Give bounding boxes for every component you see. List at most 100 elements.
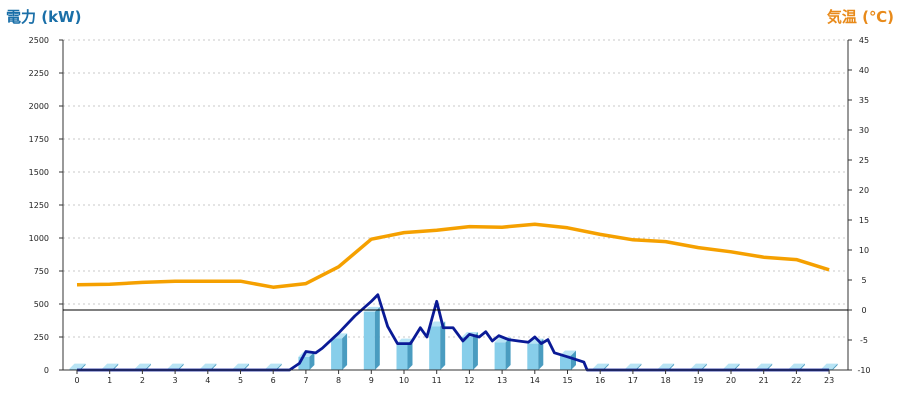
left-tick-label: 1250 (29, 201, 49, 210)
right-tick-label: 10 (859, 246, 869, 255)
x-tick-label: 4 (205, 376, 210, 385)
x-tick-label: 3 (173, 376, 178, 385)
bar-top-h2 (134, 363, 151, 369)
x-tick-label: 7 (303, 376, 308, 385)
bar-top-h16 (592, 363, 609, 369)
x-tick-label: 14 (530, 376, 540, 385)
x-tick-label: 9 (369, 376, 374, 385)
x-tick-label: 17 (628, 376, 638, 385)
bar-side-h3 (178, 363, 184, 370)
bar-side-h14 (538, 338, 544, 370)
bar-series (69, 306, 838, 370)
bar-top-h19 (690, 363, 707, 369)
left-tick-label: 1500 (29, 168, 49, 177)
bar-side-h17 (636, 363, 642, 370)
bar-front-h11 (429, 326, 441, 370)
bar-front-h10 (396, 343, 408, 370)
bar-front-h14 (527, 343, 539, 370)
x-tick-label: 2 (140, 376, 145, 385)
x-tick-label: 8 (336, 376, 341, 385)
x-tick-label: 10 (399, 376, 409, 385)
grid-lines (63, 39, 848, 338)
x-tick-label: 23 (824, 376, 834, 385)
bar-front-h8 (331, 338, 343, 370)
bar-side-h0 (80, 363, 86, 370)
bar-top-h3 (167, 363, 184, 369)
right-tick-label: 0 (861, 306, 866, 315)
bar-side-h4 (211, 363, 217, 370)
right-tick-label: 5 (861, 276, 866, 285)
left-tick-label: 2000 (29, 102, 49, 111)
bar-side-h23 (832, 363, 838, 370)
bar-front-h7 (298, 356, 310, 370)
x-tick-label: 5 (238, 376, 243, 385)
right-axis-title: 気温 (℃) (827, 8, 894, 26)
x-tick-label: 1 (107, 376, 112, 385)
x-tick-label: 11 (432, 376, 442, 385)
bar-front-h9 (363, 311, 375, 370)
bar-top-h21 (756, 363, 773, 369)
bar-side-h11 (440, 321, 446, 370)
bar-side-h13 (505, 337, 511, 370)
x-tick-label: 0 (74, 376, 79, 385)
right-tick-label: 20 (859, 186, 869, 195)
line-series (76, 222, 830, 372)
right-tick-label: -5 (860, 336, 868, 345)
left-tick-label: 1000 (29, 234, 49, 243)
left-tick-label: 750 (34, 267, 49, 276)
bar-front-h12 (461, 337, 473, 370)
bar-top-h18 (658, 363, 675, 369)
right-tick-label: -10 (857, 366, 870, 375)
right-tick-label: 15 (859, 216, 869, 225)
bar-side-h15 (571, 350, 576, 370)
bar-top-h20 (723, 363, 740, 369)
bar-top-h1 (102, 363, 119, 369)
left-tick-label: 2250 (29, 69, 49, 78)
x-tick-label: 19 (693, 376, 703, 385)
bar-side-h1 (113, 363, 119, 370)
bar-side-h6 (276, 363, 282, 370)
bar-side-h12 (472, 332, 478, 370)
right-tick-label: 40 (859, 66, 869, 75)
bar-side-h20 (734, 363, 740, 370)
x-tick-label: 16 (595, 376, 605, 385)
axes: 02505007501000125015001750200022502500-1… (29, 36, 871, 385)
bar-side-h19 (701, 363, 707, 370)
bar-top-h15 (560, 350, 576, 356)
left-tick-label: 2500 (29, 36, 49, 45)
bar-top-h22 (788, 363, 805, 369)
bar-top-h5 (233, 363, 249, 369)
bar-side-h18 (669, 363, 675, 370)
bar-side-h2 (145, 363, 151, 370)
x-tick-label: 20 (726, 376, 736, 385)
left-tick-label: 250 (34, 333, 49, 342)
x-tick-label: 21 (759, 376, 769, 385)
x-tick-label: 15 (562, 376, 572, 385)
bar-top-h0 (69, 363, 86, 369)
x-tick-label: 6 (271, 376, 276, 385)
bar-front-h13 (494, 342, 506, 370)
bar-top-h17 (625, 363, 642, 369)
bar-side-h10 (407, 338, 413, 370)
bar-top-h4 (200, 363, 217, 369)
left-tick-label: 500 (34, 300, 49, 309)
left-tick-label: 0 (44, 366, 49, 375)
right-tick-label: 35 (859, 96, 869, 105)
left-tick-label: 1750 (29, 135, 49, 144)
x-tick-label: 13 (497, 376, 507, 385)
bar-side-h16 (603, 363, 609, 370)
x-tick-label: 22 (791, 376, 801, 385)
bar-side-h8 (342, 333, 348, 370)
bar-front-h0 (69, 368, 81, 370)
bar-side-h21 (767, 363, 773, 370)
bar-top-h23 (821, 363, 838, 369)
bar-side-h9 (374, 306, 380, 370)
power-line (77, 293, 830, 372)
bar-top-h6 (265, 363, 282, 369)
bar-front-h15 (560, 355, 571, 370)
x-tick-label: 18 (661, 376, 671, 385)
bar-top-h9 (363, 306, 380, 312)
right-tick-label: 30 (859, 126, 869, 135)
